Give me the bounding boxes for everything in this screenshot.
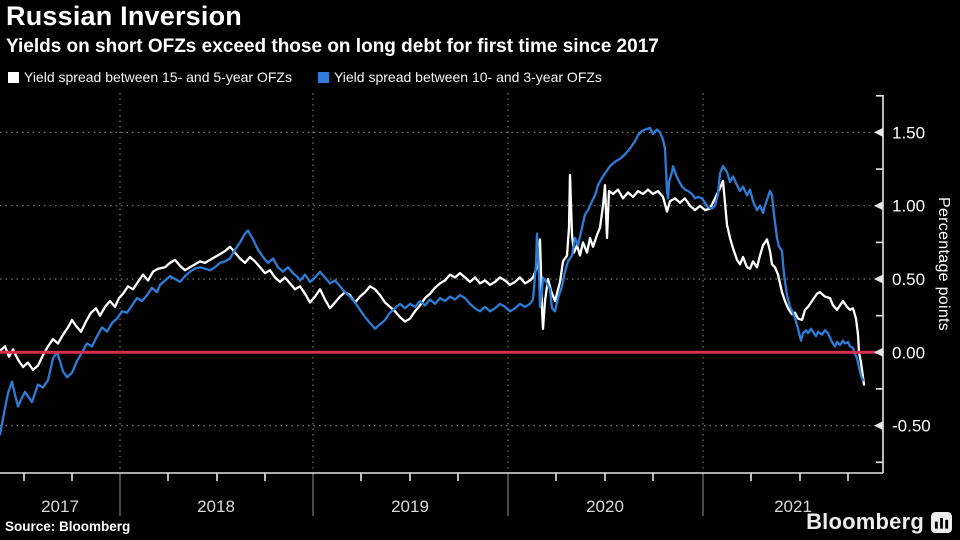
y-tick-label: 1.00 bbox=[892, 197, 925, 216]
y-tick-label: 0.50 bbox=[892, 270, 925, 289]
bloomberg-wordmark: Bloomberg bbox=[806, 509, 924, 534]
series-line-15-5-year bbox=[0, 173, 866, 386]
bloomberg-bars-icon bbox=[931, 511, 952, 533]
y-major-tick bbox=[874, 347, 883, 357]
chart-title: Russian Inversion bbox=[6, 1, 242, 31]
y-tick-label: -0.50 bbox=[892, 417, 931, 436]
x-year-label: 2017 bbox=[41, 497, 79, 516]
x-year-label: 2021 bbox=[774, 497, 812, 516]
y-tick-label: 1.50 bbox=[892, 123, 925, 142]
y-major-tick bbox=[874, 274, 883, 284]
y-tick-label: 0.00 bbox=[892, 343, 925, 362]
legend-swatch-white bbox=[8, 71, 19, 83]
legend-item-10-3-year: Yield spread between 10- and 3-year OFZs bbox=[317, 69, 602, 85]
legend-swatch-blue bbox=[317, 71, 329, 83]
legend-label: Yield spread between 15- and 5-year OFZs bbox=[24, 69, 292, 85]
x-year-label: 2020 bbox=[586, 497, 624, 516]
series-line-10-3-year bbox=[0, 126, 865, 436]
x-year-label: 2018 bbox=[197, 497, 235, 516]
x-year-label: 2019 bbox=[391, 497, 429, 516]
chart-subtitle: Yields on short OFZs exceed those on lon… bbox=[6, 36, 659, 57]
bloomberg-logo: Bloomberg bbox=[806, 509, 952, 535]
y-major-tick bbox=[874, 201, 883, 211]
source-credit: Source: Bloomberg bbox=[5, 519, 131, 534]
legend-label: Yield spread between 10- and 3-year OFZs bbox=[333, 69, 602, 85]
y-major-tick bbox=[874, 421, 883, 431]
legend: Yield spread between 15- and 5-year OFZs… bbox=[8, 69, 602, 85]
legend-item-15-5-year: Yield spread between 15- and 5-year OFZs bbox=[8, 69, 292, 85]
y-major-tick bbox=[874, 127, 883, 137]
y-axis-unit-label: Percentage points bbox=[935, 197, 952, 332]
